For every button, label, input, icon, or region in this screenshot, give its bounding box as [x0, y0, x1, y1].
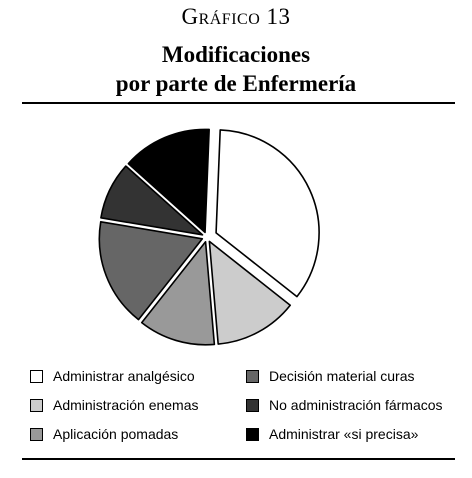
legend-swatch [30, 427, 43, 441]
pie-slice-4 [98, 221, 204, 321]
legend-item: Administración enemas [30, 397, 199, 413]
pie-slice-6 [127, 128, 210, 234]
legend-item: Administrar «si precisa» [246, 426, 418, 442]
chart-title: Modificaciones por parte de Enfermería [0, 40, 472, 98]
pie-slice-3 [140, 240, 216, 346]
legend-item: Administrar analgésico [30, 368, 195, 384]
legend-label: Administrar analgésico [53, 368, 195, 384]
legend-label: Decisión material curas [269, 368, 415, 384]
pie-slice-2 [208, 240, 292, 345]
legend-swatch [30, 398, 43, 412]
legend-swatch [30, 369, 43, 383]
legend-item: Decisión material curas [246, 368, 415, 384]
pie-slice-1 [215, 129, 320, 298]
legend-swatch [246, 427, 259, 441]
legend-swatch [246, 369, 259, 383]
top-rule [22, 102, 455, 104]
legend-swatch [246, 398, 259, 412]
legend-label: Administración enemas [53, 397, 199, 413]
pie-slice-5 [100, 165, 204, 236]
pie-slices [98, 128, 320, 346]
legend-label: No administración fármacos [269, 397, 443, 413]
legend-item: No administración fármacos [246, 397, 443, 413]
chart-title-line-2: por parte de Enfermería [115, 71, 357, 96]
legend-item: Aplicación pomadas [30, 426, 178, 442]
legend-label: Aplicación pomadas [53, 426, 179, 442]
legend-label: Administrar «si precisa» [269, 426, 419, 442]
chart-title-line-1: Modificaciones [161, 42, 311, 67]
bottom-rule [22, 458, 455, 460]
chart-kicker: Gráfico 13 [181, 4, 291, 29]
